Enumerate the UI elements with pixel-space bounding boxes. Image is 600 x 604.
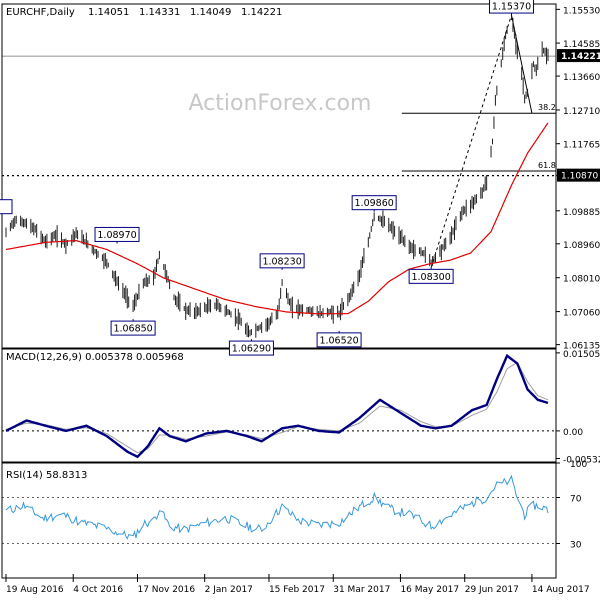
price-label-text: 1.08300 [411, 272, 450, 283]
main-y-tick-label: 1.15530 [563, 6, 600, 16]
main-y-tick-label: 1.06135 [563, 342, 600, 352]
fib-level-label: 38.2 [538, 103, 556, 112]
current-price-label: 1.14221 [561, 52, 600, 62]
price-label-text: 1.08230 [262, 256, 301, 267]
price-label-box [259, 253, 305, 269]
x-tick-label: 19 Aug 2016 [6, 585, 64, 595]
price-label-text: 1.15370 [492, 2, 531, 13]
price-label-box [110, 320, 156, 336]
main-y-tick-label: 1.13660 [563, 73, 600, 83]
ohlc-close: 1.14221 [241, 7, 282, 18]
rsi-y-tick-label: 70 [570, 495, 582, 505]
price-label-text: 1.06290 [232, 344, 271, 355]
rsi-title: RSI(14) 58.8313 [6, 470, 87, 481]
x-tick-label: 29 Jun 2017 [465, 585, 519, 595]
x-tick-label: 14 Aug 2017 [532, 585, 590, 595]
main-chart-title: EURCHF,Daily [6, 7, 75, 18]
macd-y-tick-label: -0.005321 [563, 455, 600, 465]
price-label-box [94, 226, 140, 242]
x-tick-label: 4 Oct 2016 [73, 585, 123, 595]
macd-y-tick-label: 0.00 [563, 428, 583, 438]
watermark: ActionForex.com [189, 91, 372, 116]
x-tick-label: 15 Feb 2017 [269, 585, 325, 595]
price-label-text: 1.09860 [355, 198, 394, 209]
ohlc-open: 1.14051 [88, 7, 129, 18]
main-y-tick-label: 1.09885 [563, 208, 600, 218]
main-y-tick-label: 1.12710 [563, 107, 600, 117]
x-tick-label: 17 Nov 2016 [137, 585, 195, 595]
moving-average-line [5, 122, 549, 315]
rsi-y-tick-label: 30 [570, 541, 582, 551]
macd-title: MACD(12,26,9) 0.005378 0.005968 [6, 352, 184, 363]
macd-panel-frame [1, 348, 557, 463]
macd-signal-line [5, 361, 549, 454]
rsi-panel-frame [1, 462, 557, 579]
price-label-text: 1.06850 [113, 324, 152, 335]
price-label-box [351, 195, 397, 211]
main-y-tick-label: 1.11765 [563, 141, 600, 151]
price-label-box [316, 332, 362, 348]
main-y-tick-label: 1.08960 [563, 241, 600, 251]
price-label-text: 1.06520 [319, 335, 358, 346]
level-tag-box [557, 168, 600, 182]
rsi-line [5, 474, 549, 540]
main-y-tick-label: 1.07060 [563, 309, 600, 319]
level-tag-label: 1.10870 [561, 172, 598, 182]
x-tick-label: 16 May 2017 [400, 585, 459, 595]
ohlc-low: 1.14049 [190, 7, 231, 18]
price-label-box [488, 0, 534, 14]
macd-line [5, 353, 549, 459]
price-label-text: 1.08970 [97, 230, 136, 241]
rsi-y-tick-label: 100 [570, 460, 587, 470]
main-y-tick-label: 1.08010 [563, 275, 600, 285]
macd-y-tick-label: 0.015052 [563, 350, 600, 360]
fib-level-label: 61.8 [538, 161, 556, 170]
price-label-box [408, 268, 454, 284]
x-tick-label: 2 Jan 2017 [205, 585, 253, 595]
main-y-tick-label: 1.14585 [563, 40, 600, 50]
price-label-box-partial [0, 199, 13, 215]
trend-line [430, 14, 512, 268]
price-label-box [228, 340, 274, 356]
current-price-tag [557, 49, 600, 63]
ohlc-high: 1.14331 [139, 7, 180, 18]
x-tick-label: 31 Mar 2017 [333, 585, 390, 595]
